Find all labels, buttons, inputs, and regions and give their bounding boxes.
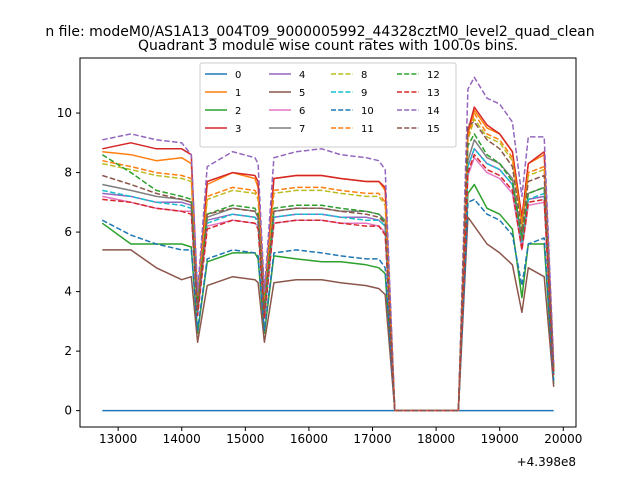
y-tick-label: 0 xyxy=(64,404,72,418)
y-tick-label: 10 xyxy=(57,106,72,120)
legend-label: 8 xyxy=(361,70,367,81)
y-tick-label: 4 xyxy=(64,285,72,299)
x-tick-label: 14000 xyxy=(163,432,201,446)
y-tick-label: 2 xyxy=(64,344,72,358)
legend-label: 10 xyxy=(361,106,374,117)
x-tick-label: 16000 xyxy=(290,432,328,446)
legend-label: 6 xyxy=(299,106,305,117)
series-line-12 xyxy=(101,133,555,412)
axis-ticks: 13000 14000 15000 16000 17000 18000 19000 20000… xyxy=(57,106,583,446)
legend-label: 3 xyxy=(235,124,241,135)
x-tick-label: 18000 xyxy=(417,432,455,446)
series-line-5 xyxy=(102,216,555,412)
y-tick-label: 6 xyxy=(64,225,72,239)
legend-label: 14 xyxy=(427,106,440,117)
x-offset-label: +4.398e8 xyxy=(517,455,576,469)
chart-title: Quadrant 3 module wise count rates with … xyxy=(138,38,518,54)
x-tick-label: 19000 xyxy=(481,432,519,446)
legend-label: 12 xyxy=(427,70,440,81)
series-line-15 xyxy=(102,121,555,412)
legend-frame xyxy=(199,62,457,148)
series-line-7 xyxy=(102,139,555,412)
figure-suptitle: n file: modeM0/AS1A13_004T09_9000005992_… xyxy=(45,24,594,40)
series-line-2 xyxy=(101,183,555,412)
plot-frame xyxy=(79,57,577,428)
legend-label: 4 xyxy=(299,70,305,81)
legend-label: 5 xyxy=(299,88,305,99)
legend-label: 2 xyxy=(235,106,241,117)
legend-label: 0 xyxy=(235,70,241,81)
legend-label: 9 xyxy=(361,88,367,99)
series-line-9 xyxy=(102,148,555,412)
x-tick-label: 15000 xyxy=(226,432,264,446)
series-line-8 xyxy=(102,118,555,412)
legend-label: 15 xyxy=(427,124,440,135)
series-line-6 xyxy=(102,156,555,412)
x-tick-label: 17000 xyxy=(353,432,391,446)
legend-label: 7 xyxy=(299,124,305,135)
legend-label: 1 xyxy=(235,88,241,99)
x-tick-label: 20000 xyxy=(544,432,582,446)
series-line-13 xyxy=(102,153,555,412)
series-line-4 xyxy=(102,148,555,412)
series-line-10 xyxy=(101,198,555,412)
series-layer xyxy=(101,76,555,412)
legend-label: 11 xyxy=(361,124,374,135)
legend-label: 13 xyxy=(427,88,440,99)
x-tick-label: 13000 xyxy=(99,432,137,446)
series-line-3 xyxy=(102,106,555,412)
y-tick-label: 8 xyxy=(64,166,72,180)
